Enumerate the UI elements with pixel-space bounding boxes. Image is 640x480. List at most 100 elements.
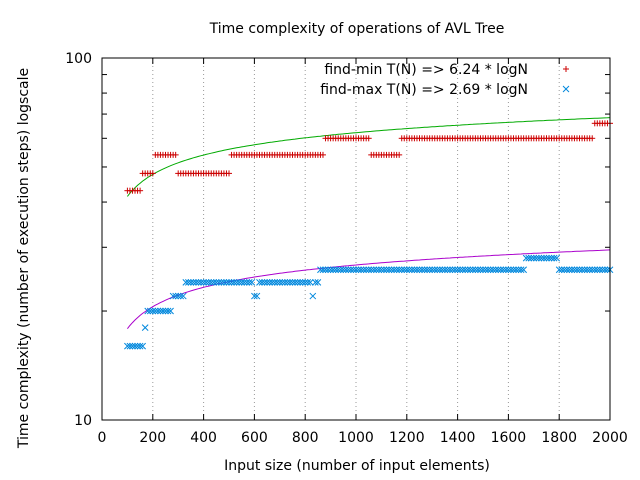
data-point-cross	[271, 279, 279, 286]
data-point-cross	[543, 254, 550, 262]
data-point-cross	[162, 307, 169, 315]
data-point-cross	[479, 266, 487, 274]
data-point-cross	[248, 279, 256, 286]
data-point-cross	[207, 279, 215, 286]
data-point-cross	[492, 266, 500, 274]
data-point-cross	[497, 266, 505, 274]
data-point-cross	[266, 279, 273, 286]
x-tick-label: 1800	[541, 430, 577, 446]
data-point-cross	[172, 292, 180, 300]
data-point-cross	[251, 292, 258, 300]
data-point-cross	[538, 254, 545, 262]
data-point-cross	[286, 279, 294, 286]
data-point-cross	[449, 266, 456, 274]
y-tick-label: 100	[65, 51, 92, 67]
data-point-cross	[459, 266, 467, 274]
data-point-cross	[360, 266, 367, 274]
data-point-cross	[329, 266, 337, 274]
data-point-cross	[566, 266, 573, 274]
data-point-cross	[352, 266, 360, 274]
x-tick-label: 1400	[440, 430, 476, 446]
data-point-cross	[159, 307, 167, 315]
data-point-cross	[151, 307, 159, 315]
data-point-cross	[177, 292, 185, 300]
data-point-cross	[461, 266, 469, 274]
data-point-cross	[469, 266, 477, 274]
data-point-cross	[540, 254, 548, 262]
data-point-cross	[413, 266, 421, 274]
series-points	[124, 254, 614, 350]
data-point-cross	[167, 307, 174, 315]
data-point-cross	[263, 279, 271, 286]
data-point-cross	[139, 342, 146, 350]
data-point-cross	[225, 279, 233, 286]
data-point-cross	[593, 266, 601, 274]
data-point-cross	[568, 266, 576, 274]
data-point-cross	[428, 266, 436, 274]
data-point-cross	[185, 279, 192, 286]
data-point-cross	[474, 266, 482, 274]
data-point-cross	[548, 254, 555, 262]
data-point-cross	[197, 279, 205, 286]
data-point-cross	[510, 266, 517, 274]
series-points	[124, 120, 613, 194]
data-point-cross	[395, 266, 403, 274]
data-point-cross	[588, 266, 596, 274]
x-tick-label: 2000	[592, 430, 628, 446]
data-point-cross	[294, 279, 301, 286]
data-point-cross	[456, 266, 464, 274]
data-point-cross	[134, 342, 141, 350]
data-point-cross	[218, 279, 225, 286]
data-point-cross	[408, 266, 416, 274]
data-point-cross	[527, 254, 535, 262]
data-point-cross	[454, 266, 461, 274]
data-point-cross	[446, 266, 454, 274]
data-point-plus	[226, 170, 232, 177]
data-point-cross	[477, 266, 484, 274]
data-point-cross	[126, 342, 134, 350]
data-point-cross	[555, 266, 563, 274]
data-point-cross	[560, 266, 568, 274]
data-point-cross	[522, 254, 530, 262]
data-point-cross	[403, 266, 411, 274]
data-point-cross	[573, 266, 581, 274]
data-point-cross	[253, 292, 261, 300]
data-point-cross	[261, 279, 268, 286]
data-point-cross	[278, 279, 286, 286]
data-point-cross	[235, 279, 243, 286]
data-point-cross	[464, 266, 472, 274]
fit-curve	[127, 249, 611, 330]
data-point-cross	[314, 279, 322, 286]
data-point-cross	[334, 266, 342, 274]
data-point-cross	[367, 266, 375, 274]
data-point-cross	[306, 279, 314, 286]
x-tick-label: 600	[241, 430, 268, 446]
data-point-cross	[233, 279, 240, 286]
data-point-cross	[591, 266, 599, 274]
data-point-cross	[416, 266, 423, 274]
data-point-cross	[535, 254, 543, 262]
x-tick-label: 1600	[491, 430, 527, 446]
data-point-cross	[342, 266, 350, 274]
data-point-cross	[388, 266, 395, 274]
data-point-cross	[362, 266, 370, 274]
data-point-cross	[157, 307, 164, 315]
data-point-cross	[563, 266, 571, 274]
data-point-cross	[517, 266, 525, 274]
legend: find-min T(N) => 6.24 * logN find-max T(N…	[320, 62, 570, 98]
data-point-cross	[245, 279, 253, 286]
data-point-cross	[131, 342, 139, 350]
data-point-cross	[296, 279, 304, 286]
data-point-cross	[309, 292, 317, 300]
data-point-cross	[202, 279, 210, 286]
data-point-cross	[532, 254, 540, 262]
data-point-cross	[182, 279, 190, 286]
x-tick-label: 1200	[389, 430, 425, 446]
fit-curve	[127, 117, 611, 197]
data-point-cross	[525, 254, 533, 262]
data-point-cross	[451, 266, 459, 274]
legend-label: find-max T(N) => 2.69 * logN	[320, 82, 528, 98]
data-point-cross	[372, 266, 380, 274]
data-point-cross	[489, 266, 497, 274]
data-point-cross	[136, 342, 144, 350]
